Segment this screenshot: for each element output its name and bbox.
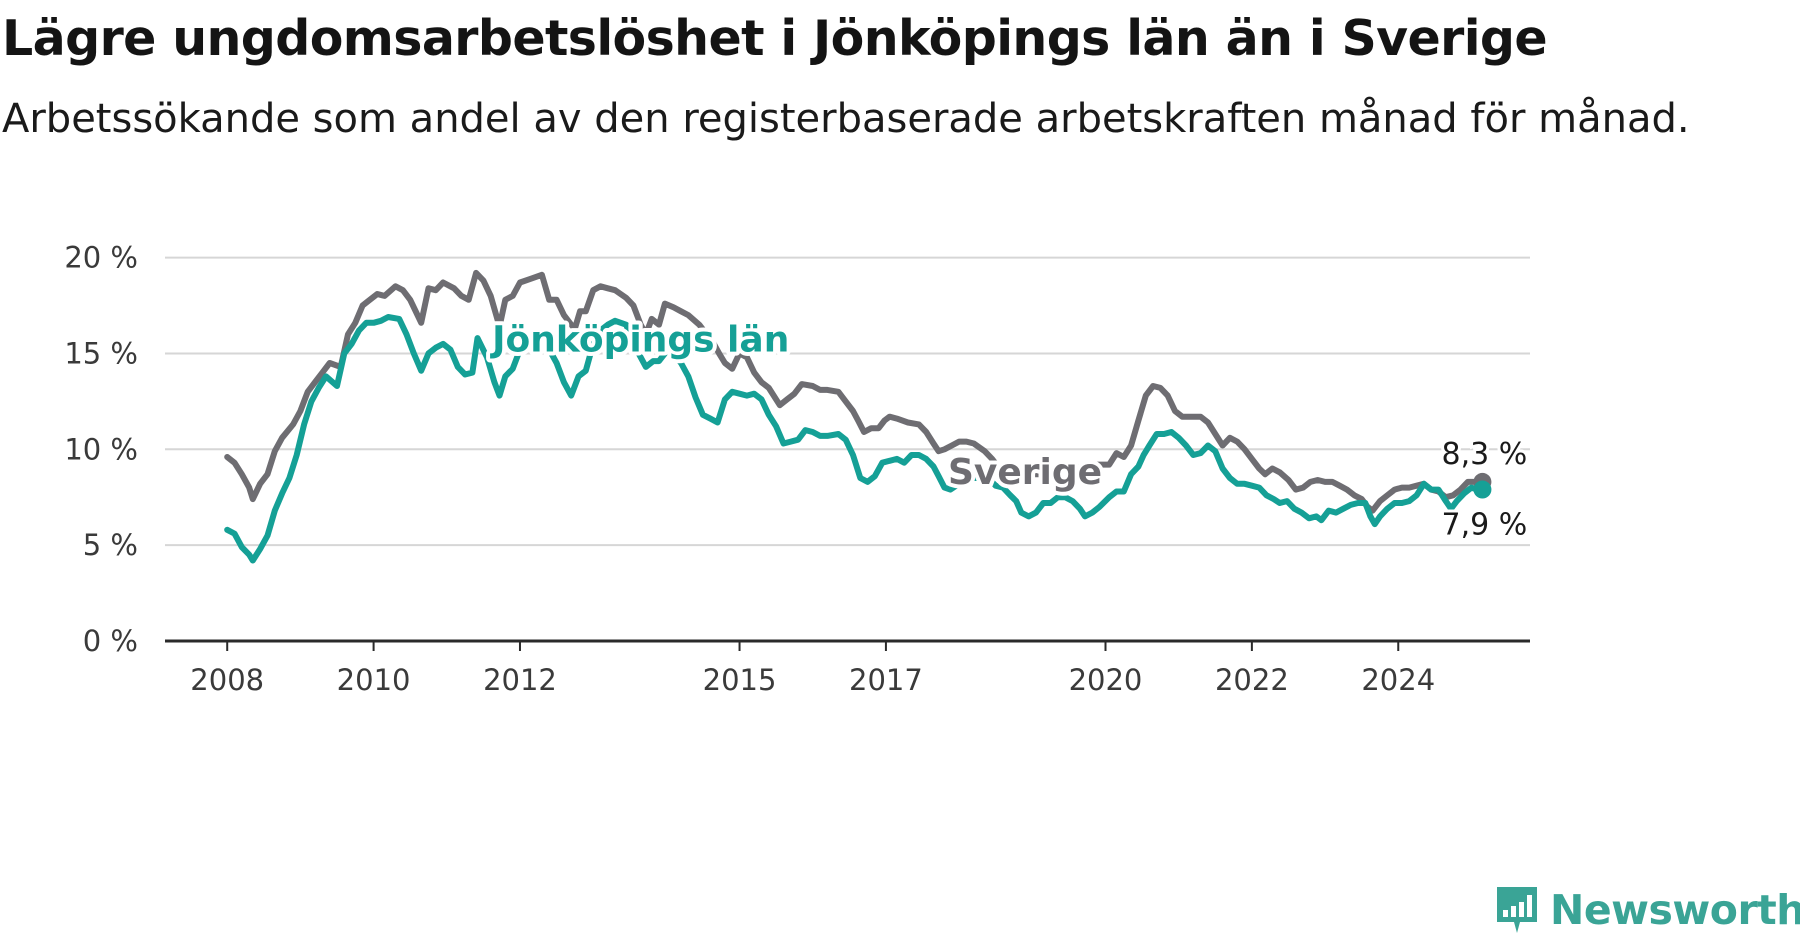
x-tick-label: 2008 <box>190 663 264 697</box>
y-tick-label: 0 % <box>83 624 138 658</box>
series-labels: Sverige Jönköpings län <box>485 316 1106 497</box>
x-tick-label: 2012 <box>483 663 557 697</box>
x-tick-label: 2024 <box>1361 663 1435 697</box>
brand-name: Newsworthy <box>1550 886 1800 934</box>
x-tick-label: 2015 <box>703 663 777 697</box>
x-tick-label: 2020 <box>1069 663 1143 697</box>
end-point-marker <box>1473 480 1492 499</box>
series-line-sverige <box>224 269 1486 514</box>
newsworthy-logo: Newsworthy <box>1494 884 1800 936</box>
gridlines <box>165 256 1530 547</box>
chart-title: Lägre ungdomsarbetslöshet i Jönköpings l… <box>2 10 1548 67</box>
y-tick-label: 10 % <box>64 432 138 466</box>
y-axis-tick-labels: 0 % 5 % 10 % 15 % 20 % <box>64 241 138 658</box>
y-tick-label: 20 % <box>64 241 138 275</box>
end-value-label: 8,3 % <box>1442 437 1528 472</box>
series-label: Sverige <box>948 452 1102 493</box>
x-tick-label: 2010 <box>337 663 411 697</box>
x-tick-label: 2017 <box>849 663 923 697</box>
y-tick-label: 5 % <box>83 528 138 562</box>
y-tick-label: 15 % <box>64 336 138 370</box>
end-markers: 8,3 % 7,9 % <box>1439 434 1531 546</box>
end-value-label: 7,9 % <box>1442 508 1528 543</box>
x-tick-label: 2022 <box>1215 663 1289 697</box>
series-label: Jönköpings län <box>489 320 789 361</box>
series-lines <box>224 269 1486 564</box>
x-axis: 2008 2010 2012 2015 2017 2020 2022 2024 <box>165 639 1530 697</box>
series-line-j-nk-pings-l-n <box>224 314 1486 564</box>
chart-subtitle: Arbetssökande som andel av den registerb… <box>2 96 1690 142</box>
bar-chart-icon <box>1497 887 1537 933</box>
